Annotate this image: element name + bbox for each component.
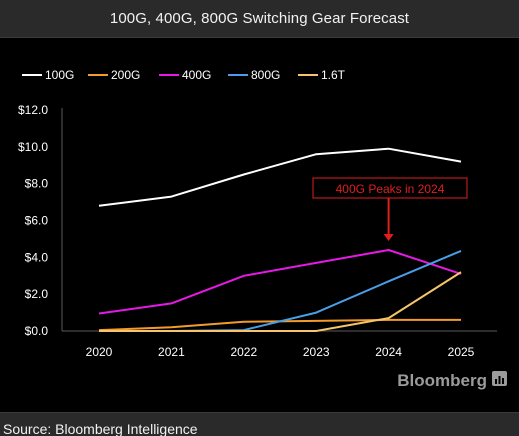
legend-label-1-6t: 1.6T [321, 68, 346, 82]
legend-label-100g: 100G [45, 68, 74, 82]
x-tick-label: 2022 [230, 345, 257, 359]
y-tick-label: $8.0 [25, 177, 49, 191]
line-chart: 100G 200G 400G 800G 1.6T $0.0 $2.0 $4.0 $6.0 $8.… [18, 68, 507, 390]
axes [61, 108, 497, 332]
legend: 100G 200G 400G 800G 1.6T [22, 68, 346, 82]
y-tick-label: $12.0 [18, 103, 48, 117]
y-tick-label: $4.0 [25, 250, 49, 264]
y-tick-label: $6.0 [25, 214, 49, 228]
annotation-arrow-head [383, 233, 394, 241]
bloomberg-wordmark: Bloomberg [397, 371, 487, 390]
x-axis-ticks: 2020 2021 2022 2023 2024 2025 [86, 345, 475, 359]
legend-label-400g: 400G [182, 68, 211, 82]
series-line-400g [98, 249, 462, 315]
x-tick-label: 2024 [375, 345, 402, 359]
series-line-1-6t [99, 271, 462, 332]
y-tick-label: $10.0 [18, 140, 48, 154]
series-lines [98, 147, 462, 332]
legend-label-800g: 800G [251, 68, 280, 82]
annotation-label: 400G Peaks in 2024 [336, 182, 445, 196]
bloomberg-logo: Bloomberg [397, 371, 507, 390]
logo-bar [502, 378, 504, 384]
series-line-100g [98, 147, 462, 207]
annotations: 400G Peaks in 2024 [312, 177, 468, 241]
x-tick-label: 2023 [303, 345, 330, 359]
chart-title: 100G, 400G, 800G Switching Gear Forecast [0, 0, 519, 38]
y-axis-ticks: $0.0 $2.0 $4.0 $6.0 $8.0 $10.0 $12.0 [18, 103, 48, 338]
annotation-box [312, 177, 468, 199]
source-note: Source: Bloomberg Intelligence [0, 412, 519, 436]
bloomberg-chart-icon [492, 371, 507, 386]
x-tick-label: 2021 [158, 345, 185, 359]
logo-bar [498, 376, 501, 384]
y-tick-label: $0.0 [25, 324, 49, 338]
logo-bar [495, 379, 497, 384]
x-tick-label: 2025 [448, 345, 475, 359]
x-tick-label: 2020 [86, 345, 113, 359]
legend-label-200g: 200G [111, 68, 140, 82]
y-tick-label: $2.0 [25, 287, 49, 301]
